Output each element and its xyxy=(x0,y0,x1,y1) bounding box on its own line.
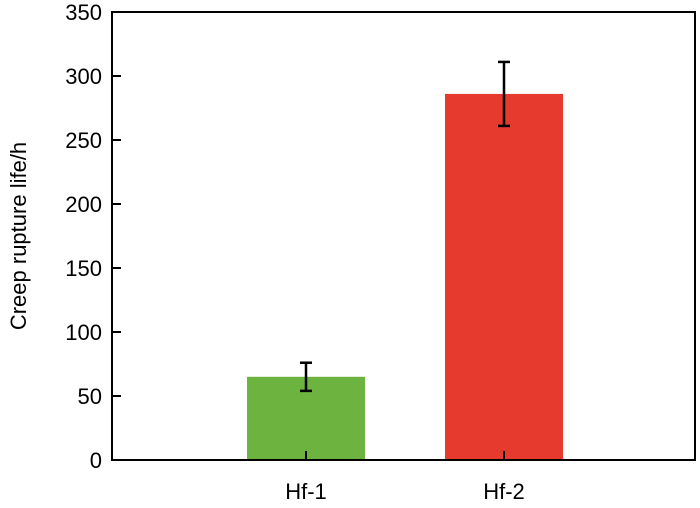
y-tick-label: 150 xyxy=(65,256,102,281)
y-axis-ticks: 0 50 100 150 200 250 300 350 xyxy=(65,0,121,473)
y-tick-label: 350 xyxy=(65,0,102,25)
y-tick-label: 300 xyxy=(65,64,102,89)
plot-frame xyxy=(111,11,696,461)
y-tick-label: 0 xyxy=(90,448,102,473)
y-tick-label: 50 xyxy=(78,384,102,409)
bars xyxy=(247,93,563,461)
x-tick-label: Hf-1 xyxy=(285,479,327,504)
x-axis-labels: Hf-1 Hf-2 xyxy=(285,451,525,504)
y-tick-label: 100 xyxy=(65,320,102,345)
y-tick-label: 250 xyxy=(65,128,102,153)
y-tick-label: 200 xyxy=(65,192,102,217)
error-bars xyxy=(300,60,510,393)
y-axis-title: Creep rupture life/h xyxy=(6,142,31,330)
bar-hf-2 xyxy=(445,93,563,461)
x-tick-label: Hf-2 xyxy=(483,479,525,504)
